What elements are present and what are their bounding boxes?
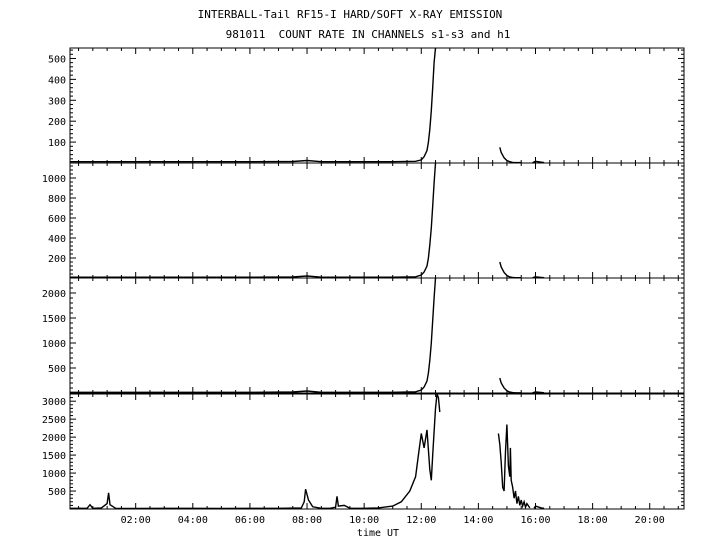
panel-frame (69, 47, 685, 164)
series-line-s2-1 (499, 261, 522, 279)
panel-frame (69, 162, 685, 279)
series-line-s1-1 (499, 147, 522, 164)
y-tick-label: 200 (48, 117, 66, 128)
series-line-s3-0 (70, 277, 437, 393)
y-tick-label: 2500 (42, 415, 66, 426)
x-tick-label: 20:00 (635, 515, 665, 526)
x-tick-label: 12:00 (406, 515, 436, 526)
panel-s2: 200 400 600 800 1000 (42, 162, 685, 279)
series-line-s2-0 (70, 162, 437, 278)
panel-s3: 500 1000 1500 2000 (42, 277, 685, 394)
panel-frame (69, 277, 685, 394)
y-tick-label: 1500 (42, 314, 66, 325)
series-line-s3-2 (532, 391, 545, 394)
y-tick-label: 2000 (42, 289, 66, 300)
y-tick-label: 300 (48, 96, 66, 107)
x-axis: 02:00 04:00 06:00 08:00 10:00 12:00 14:00 16:00… (121, 515, 665, 526)
x-tick-label: 10:00 (349, 515, 379, 526)
panel-s1: 100 200 300 400 500 (48, 47, 685, 164)
series-line-h1-0 (70, 393, 441, 510)
series-line-h1-1 (497, 424, 531, 510)
x-tick-label: 06:00 (235, 515, 265, 526)
x-tick-label: 02:00 (121, 515, 151, 526)
x-tick-label: 14:00 (463, 515, 493, 526)
y-tick-label: 100 (48, 138, 66, 149)
y-tick-label: 1000 (42, 469, 66, 480)
y-tick-label: 600 (48, 214, 66, 225)
series-line-s3-1 (499, 377, 522, 394)
series-line-s1-2 (532, 160, 545, 164)
x-tick-label: 16:00 (520, 515, 550, 526)
y-tick-label: 400 (48, 75, 66, 86)
y-tick-label: 500 (48, 364, 66, 375)
y-tick-label: 2000 (42, 433, 66, 444)
y-tick-label: 200 (48, 254, 66, 265)
x-axis-label: time UT (357, 528, 399, 539)
x-tick-label: 08:00 (292, 515, 322, 526)
chart-title: INTERBALL-Tail RF15-I HARD/SOFT X-RAY EM… (197, 8, 503, 21)
series-line-s1-0 (70, 47, 437, 163)
chart-subtitle: 981011 COUNT RATE IN CHANNELS s1-s3 and … (225, 28, 511, 41)
series-line-h1-2 (533, 505, 545, 509)
y-tick-label: 3000 (42, 397, 66, 408)
panel-h1: 500 1000 1500 2000 2500 3000 (42, 393, 685, 510)
y-tick-label: 500 (48, 487, 66, 498)
y-tick-label: 1000 (42, 339, 66, 350)
panel-frame (69, 393, 685, 510)
y-tick-label: 1000 (42, 174, 66, 185)
x-tick-label: 18:00 (578, 515, 608, 526)
y-tick-label: 1500 (42, 451, 66, 462)
chart-panels: 100 200 300 400 500 200 400 600 800 1000 500 1000 15… (42, 47, 685, 510)
x-tick-label: 04:00 (178, 515, 208, 526)
y-tick-label: 500 (48, 54, 66, 65)
y-tick-label: 400 (48, 234, 66, 245)
y-tick-label: 800 (48, 194, 66, 205)
